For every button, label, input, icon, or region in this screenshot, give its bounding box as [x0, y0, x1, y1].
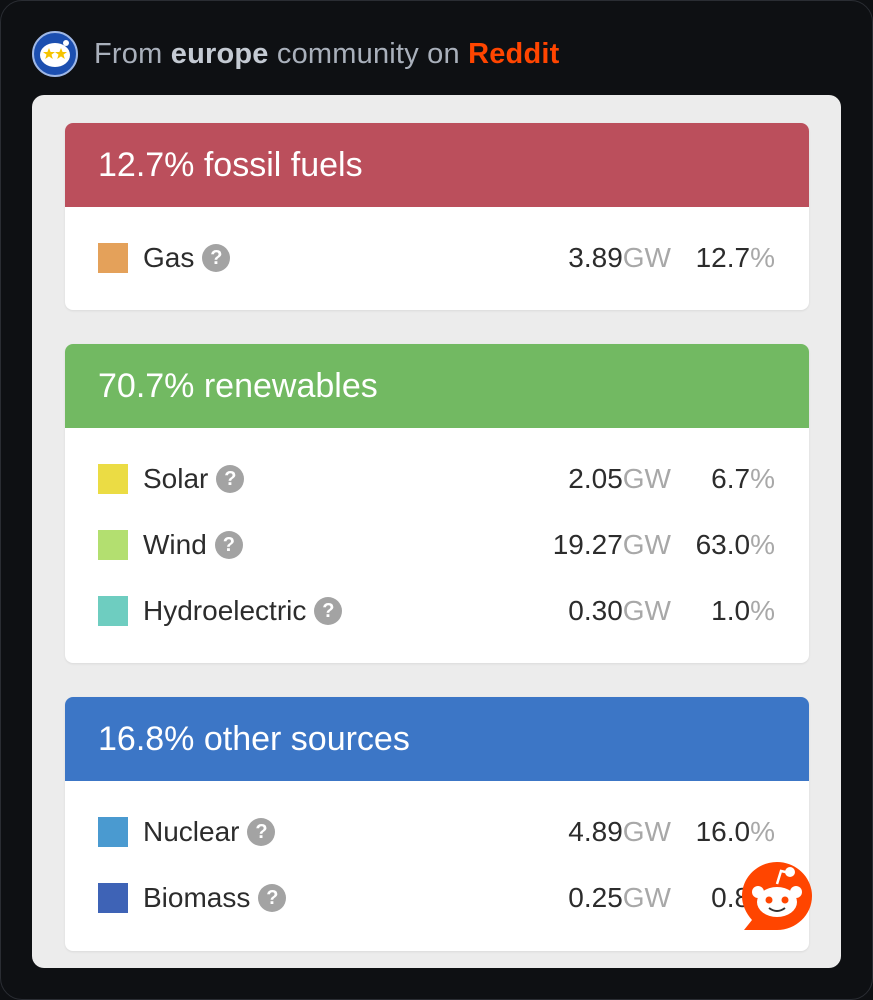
source-row-gas: Gas ? 3.89GW 12.7% — [65, 225, 809, 291]
nuclear-swatch — [98, 817, 128, 847]
power-value: 4.89 — [568, 816, 623, 847]
share-unit: % — [750, 816, 775, 847]
source-name: Gas — [143, 242, 195, 273]
other-sources-header: 16.8% other sources — [65, 697, 809, 781]
source-label: Nuclear ? — [143, 816, 276, 848]
source-power: 0.30GW — [568, 595, 671, 627]
hydro-swatch — [98, 596, 128, 626]
share-value: 1.0 — [711, 595, 751, 626]
share-unit: % — [750, 463, 775, 494]
fossil-fuels-card: 12.7% fossil fuels Gas ? 3.89GW 12.7% — [65, 123, 809, 310]
help-icon[interactable]: ? — [216, 465, 245, 493]
other-sources-card: 16.8% other sources Nuclear ? 4.89GW 16.… — [65, 697, 809, 951]
share-value: 12.7 — [695, 242, 751, 273]
europe-stars-icon — [40, 40, 70, 67]
source-power: 2.05GW — [568, 463, 671, 495]
energy-mix-panel: 12.7% fossil fuels Gas ? 3.89GW 12.7% 70… — [32, 95, 841, 968]
help-icon[interactable]: ? — [202, 244, 231, 272]
source-name: Wind — [143, 529, 207, 560]
gas-swatch — [98, 243, 128, 273]
source-name: Solar — [143, 463, 209, 494]
power-value: 0.25 — [568, 882, 623, 913]
source-row-nuclear: Nuclear ? 4.89GW 16.0% — [65, 799, 809, 865]
source-share: 1.0% — [711, 595, 775, 627]
power-unit: GW — [622, 816, 671, 847]
source-label: Gas ? — [143, 242, 231, 274]
community-avatar[interactable] — [32, 31, 78, 77]
renewables-header: 70.7% renewables — [65, 344, 809, 428]
source-label: Hydroelectric ? — [143, 595, 343, 627]
source-line: From europe community on Reddit — [94, 38, 560, 71]
share-unit: % — [750, 595, 775, 626]
solar-swatch — [98, 464, 128, 494]
platform-name[interactable]: Reddit — [468, 37, 560, 70]
source-name: Hydroelectric — [143, 595, 307, 626]
source-share: 12.7% — [696, 242, 775, 274]
renewables-card: 70.7% renewables Solar ? 2.05GW 6.7% Win… — [65, 344, 809, 663]
share-value: 16.0 — [695, 816, 751, 847]
power-value: 3.89 — [568, 242, 623, 273]
source-share: 6.7% — [711, 463, 775, 495]
source-row-wind: Wind ? 19.27GW 63.0% — [65, 512, 809, 578]
help-icon[interactable]: ? — [247, 818, 276, 846]
help-icon[interactable]: ? — [258, 884, 287, 912]
fossil-fuels-header: 12.7% fossil fuels — [65, 123, 809, 207]
power-value: 0.30 — [568, 595, 623, 626]
source-label: Biomass ? — [143, 882, 287, 914]
power-unit: GW — [622, 882, 671, 913]
biomass-swatch — [98, 883, 128, 913]
source-label: Wind ? — [143, 529, 243, 561]
power-value: 2.05 — [568, 463, 623, 494]
source-row-solar: Solar ? 2.05GW 6.7% — [65, 446, 809, 512]
source-middle: community on — [276, 37, 460, 70]
source-name: Biomass — [143, 882, 251, 913]
share-unit: % — [750, 242, 775, 273]
source-power: 4.89GW — [568, 816, 671, 848]
source-power: 0.25GW — [568, 882, 671, 914]
power-value: 19.27 — [552, 529, 623, 560]
source-share: 16.0% — [696, 816, 775, 848]
power-unit: GW — [622, 242, 671, 273]
community-name[interactable]: europe — [170, 37, 269, 70]
source-header: From europe community on Reddit — [32, 30, 560, 78]
share-unit: % — [750, 529, 775, 560]
share-value: 6.7 — [711, 463, 751, 494]
power-unit: GW — [622, 463, 671, 494]
source-power: 3.89GW — [568, 242, 671, 274]
source-label: Solar ? — [143, 463, 245, 495]
power-unit: GW — [622, 529, 671, 560]
wind-swatch — [98, 530, 128, 560]
source-share: 63.0% — [696, 529, 775, 561]
help-icon[interactable]: ? — [214, 531, 243, 559]
source-prefix: From — [94, 37, 163, 70]
source-name: Nuclear — [143, 816, 240, 847]
source-power: 19.27GW — [553, 529, 671, 561]
share-value: 63.0 — [695, 529, 751, 560]
help-icon[interactable]: ? — [314, 597, 343, 625]
source-row-biomass: Biomass ? 0.25GW 0.8% — [65, 865, 809, 931]
reddit-snoo-icon[interactable] — [738, 858, 816, 936]
power-unit: GW — [622, 595, 671, 626]
source-row-hydroelectric: Hydroelectric ? 0.30GW 1.0% — [65, 578, 809, 644]
